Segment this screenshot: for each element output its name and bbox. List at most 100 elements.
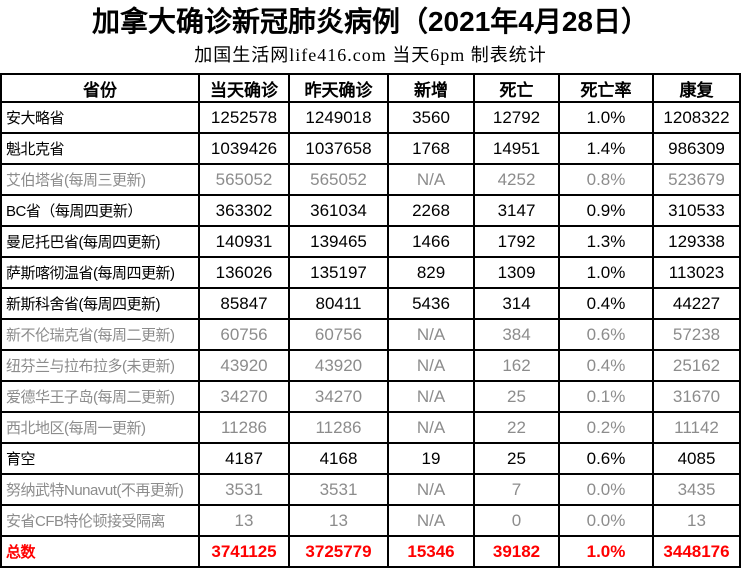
cell-today: 60756 — [198, 318, 290, 351]
cell-new: N/A — [387, 473, 475, 506]
column-header-deaths: 死亡 — [473, 73, 560, 103]
table-row: BC省（每周四更新） 363302 361034 2268 3147 0.9% 310533 — [0, 194, 741, 227]
cell-yesterday: 4168 — [288, 442, 389, 475]
table-row: 纽芬兰与拉布拉多(未更新) 43920 43920 N/A 162 0.4% 25162 — [0, 349, 741, 382]
table-row: 新不伦瑞克省(每周二更新) 60756 60756 N/A 384 0.6% 57238 — [0, 318, 741, 351]
table-row: 安省CFB特伦顿接受隔离 13 13 N/A 0 0.0% 13 — [0, 504, 741, 537]
table-row: 曼尼托巴省(每周四更新) 140931 139465 1466 1792 1.3% 1293… — [0, 225, 741, 258]
cell-yesterday: 3531 — [288, 473, 389, 506]
covid-report-page: 加拿大确诊新冠肺炎病例（2021年4月28日） 加国生活网life416.com… — [0, 4, 741, 569]
cell-recovered: 13 — [652, 504, 741, 537]
total-new-value: 15346 — [387, 535, 475, 568]
cell-recovered: 113023 — [652, 256, 741, 289]
cell-death-rate: 0.1% — [558, 380, 654, 413]
cell-recovered: 986309 — [652, 132, 741, 165]
total-death-rate-value: 1.0% — [558, 535, 654, 568]
cell-new: N/A — [387, 380, 475, 413]
cell-yesterday: 1249018 — [288, 101, 389, 134]
cell-recovered: 57238 — [652, 318, 741, 351]
cell-recovered: 31670 — [652, 380, 741, 413]
cell-yesterday: 60756 — [288, 318, 389, 351]
cell-new: 3560 — [387, 101, 475, 134]
province-name: 努纳武特Nunavut(不再更新) — [0, 473, 200, 506]
cell-deaths: 3147 — [473, 194, 560, 227]
cell-yesterday: 135197 — [288, 256, 389, 289]
cell-deaths: 22 — [473, 411, 560, 444]
cell-deaths: 1309 — [473, 256, 560, 289]
column-header-today: 当天确诊 — [198, 73, 290, 103]
cell-yesterday: 361034 — [288, 194, 389, 227]
cell-deaths: 314 — [473, 287, 560, 320]
province-name: 育空 — [0, 442, 200, 475]
cell-recovered: 3435 — [652, 473, 741, 506]
cell-yesterday: 34270 — [288, 380, 389, 413]
province-name: 纽芬兰与拉布拉多(未更新) — [0, 349, 200, 382]
cell-new: 19 — [387, 442, 475, 475]
column-header-yesterday: 昨天确诊 — [288, 73, 389, 103]
province-name: 西北地区(每周一更新) — [0, 411, 200, 444]
covid-stats-table: 省份 当天确诊 昨天确诊 新增 死亡 死亡率 康复 安大略省 1252578 124… — [0, 73, 741, 568]
cell-yesterday: 43920 — [288, 349, 389, 382]
cell-new: N/A — [387, 504, 475, 537]
column-header-new: 新增 — [387, 73, 475, 103]
cell-recovered: 310533 — [652, 194, 741, 227]
province-name: 新不伦瑞克省(每周二更新) — [0, 318, 200, 351]
table-body: 安大略省 1252578 1249018 3560 12792 1.0% 1208322 魁北… — [0, 101, 741, 537]
table-row: 育空 4187 4168 19 25 0.6% 4085 — [0, 442, 741, 475]
page-subtitle: 加国生活网life416.com 当天6pm 制表统计 — [194, 45, 547, 65]
cell-recovered: 129338 — [652, 225, 741, 258]
cell-today: 11286 — [198, 411, 290, 444]
cell-recovered: 44227 — [652, 287, 741, 320]
cell-new: 829 — [387, 256, 475, 289]
cell-deaths: 4252 — [473, 163, 560, 196]
cell-death-rate: 0.6% — [558, 318, 654, 351]
cell-today: 43920 — [198, 349, 290, 382]
page-title: 加拿大确诊新冠肺炎病例（2021年4月28日） — [91, 6, 649, 37]
report-header: 加拿大确诊新冠肺炎病例（2021年4月28日） 加国生活网life416.com… — [0, 4, 741, 67]
cell-today: 565052 — [198, 163, 290, 196]
table-row: 西北地区(每周一更新) 11286 11286 N/A 22 0.2% 11142 — [0, 411, 741, 444]
cell-today: 363302 — [198, 194, 290, 227]
cell-today: 136026 — [198, 256, 290, 289]
cell-today: 1039426 — [198, 132, 290, 165]
table-row: 努纳武特Nunavut(不再更新) 3531 3531 N/A 7 0.0% 3435 — [0, 473, 741, 506]
cell-recovered: 11142 — [652, 411, 741, 444]
cell-death-rate: 1.4% — [558, 132, 654, 165]
total-recovered-value: 3448176 — [652, 535, 741, 568]
cell-yesterday: 139465 — [288, 225, 389, 258]
cell-deaths: 14951 — [473, 132, 560, 165]
cell-today: 85847 — [198, 287, 290, 320]
cell-new: 2268 — [387, 194, 475, 227]
province-name: 新斯科舍省(每周四更新) — [0, 287, 200, 320]
cell-today: 140931 — [198, 225, 290, 258]
cell-deaths: 1792 — [473, 225, 560, 258]
province-name: 曼尼托巴省(每周四更新) — [0, 225, 200, 258]
cell-new: 5436 — [387, 287, 475, 320]
cell-new: 1768 — [387, 132, 475, 165]
province-name: 爱德华王子岛(每周二更新) — [0, 380, 200, 413]
cell-today: 3531 — [198, 473, 290, 506]
province-name: 萨斯喀彻温省(每周四更新) — [0, 256, 200, 289]
cell-new: N/A — [387, 411, 475, 444]
cell-death-rate: 0.4% — [558, 287, 654, 320]
cell-deaths: 0 — [473, 504, 560, 537]
cell-death-rate: 1.3% — [558, 225, 654, 258]
cell-new: 1466 — [387, 225, 475, 258]
cell-new: N/A — [387, 349, 475, 382]
province-name: 魁北克省 — [0, 132, 200, 165]
cell-new: N/A — [387, 318, 475, 351]
cell-yesterday: 13 — [288, 504, 389, 537]
total-row: 总数 3741125 3725779 15346 39182 1.0% 3448… — [0, 535, 741, 568]
column-header-death-rate: 死亡率 — [558, 73, 654, 103]
cell-death-rate: 0.8% — [558, 163, 654, 196]
table-row: 爱德华王子岛(每周二更新) 34270 34270 N/A 25 0.1% 31670 — [0, 380, 741, 413]
cell-deaths: 7 — [473, 473, 560, 506]
cell-deaths: 384 — [473, 318, 560, 351]
cell-recovered: 4085 — [652, 442, 741, 475]
table-row: 魁北克省 1039426 1037658 1768 14951 1.4% 986309 — [0, 132, 741, 165]
column-header-recovered: 康复 — [652, 73, 741, 103]
cell-death-rate: 0.6% — [558, 442, 654, 475]
table-header-row: 省份 当天确诊 昨天确诊 新增 死亡 死亡率 康复 — [0, 73, 741, 103]
cell-death-rate: 0.0% — [558, 473, 654, 506]
province-name: BC省（每周四更新） — [0, 194, 200, 227]
